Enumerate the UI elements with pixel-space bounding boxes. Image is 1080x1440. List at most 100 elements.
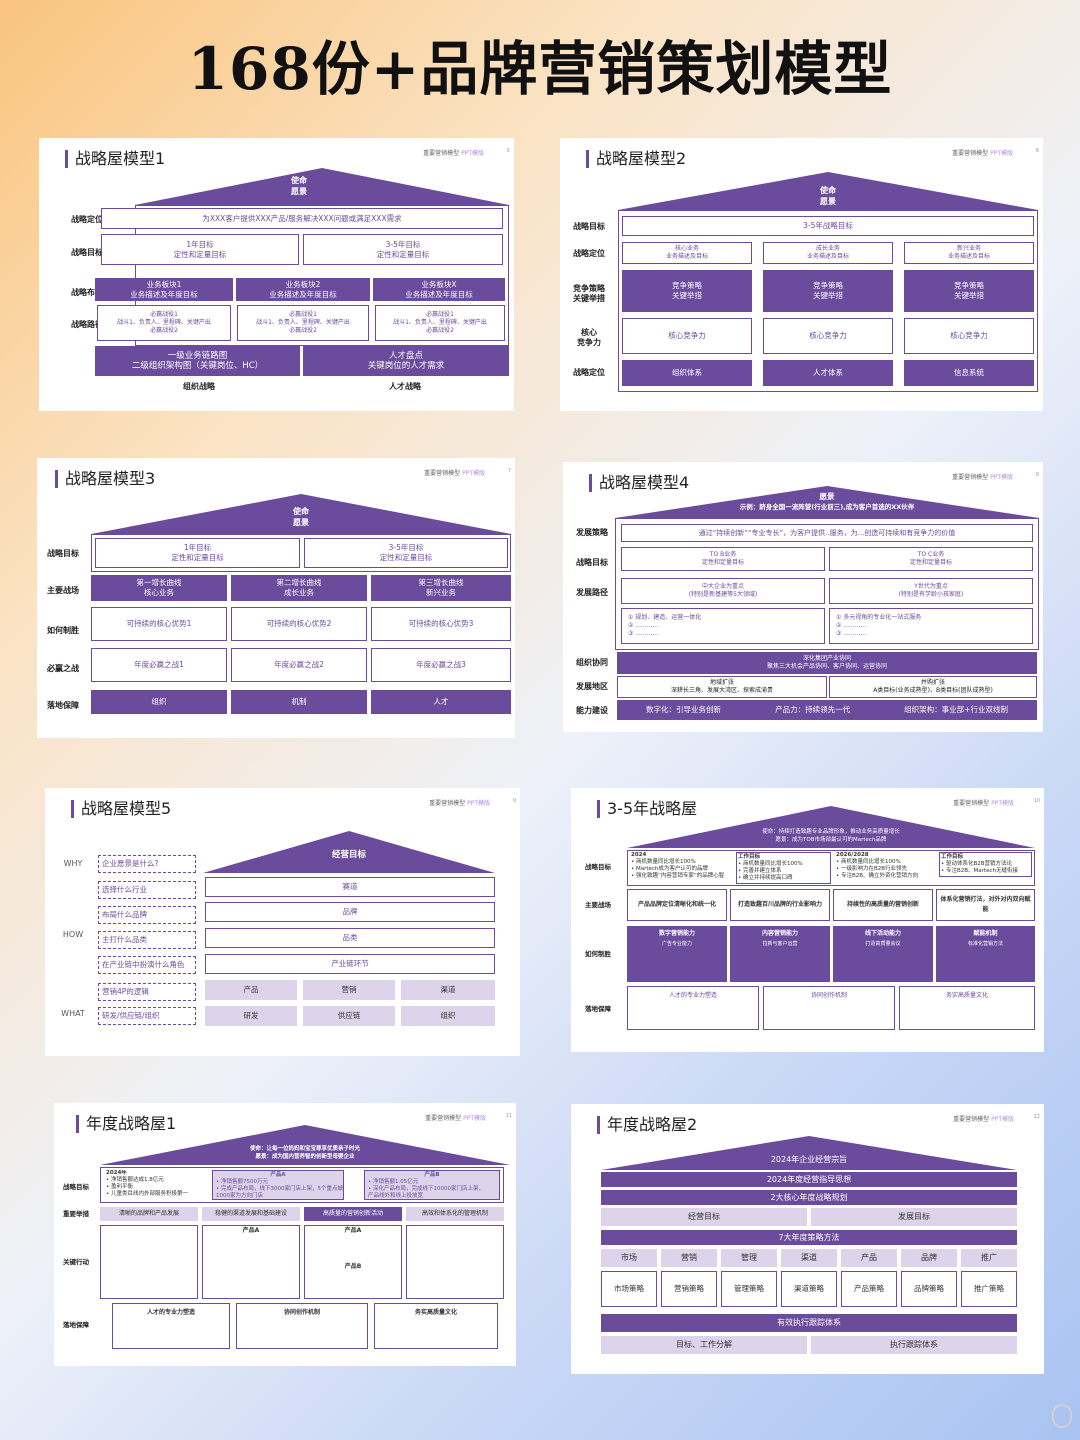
roof-text: 2024年企业经营宗旨: [770, 1155, 848, 1164]
row-label: 发展地区: [576, 682, 608, 691]
row-label: 重要举措: [63, 1210, 89, 1218]
p4-box: 营销: [303, 980, 395, 1000]
goal-text: 2024年 • 净销售额达成1.8亿元 • 盈利平衡 • 儿童类目线内外部服务积极第一: [106, 1170, 188, 1197]
advantage-box: 可持续的核心优势3: [371, 607, 511, 641]
strategy-box: 竞争策略 关键举措: [763, 270, 893, 312]
p4-box: 产品: [205, 980, 297, 1000]
support-box: 协同创作机制: [763, 986, 895, 1030]
field-box: 打造致趣百川品牌的行业影响力: [730, 889, 830, 921]
supply-box: 供应链: [303, 1006, 395, 1026]
side-label: WHAT: [61, 1009, 85, 1018]
card-annual-house-1: 年度战略屋1 重要营销模型 PPT模版 11 使命：让每一位妈妈和宝宝尊享优质亲…: [54, 1103, 516, 1366]
row-label: 战略目标: [573, 222, 605, 231]
card-3-5-year-house: 3-5年战略屋 重要营销模型 PPT模版 10 使命：持续打造致趣专业品牌形象，…: [571, 788, 1044, 1052]
question-box: 主打什么品类: [98, 931, 196, 949]
card-strategy-house-3: 战略屋模型3 重要营销模型 PPT模版 7 使命 愿景 战略目标 主要战场 如何制…: [37, 458, 515, 738]
path-box: 必赢战役1 战斗1、负责人、里程碑、关键产出 必赢战役2: [375, 305, 505, 341]
path-items: ① 规划、建造、运营一体化 ② ............ ③ ...........…: [621, 608, 825, 644]
product-a-goal: 产品A • 净销售额7500万元 • 完成产品布局，线下3000家门店上架，5个重点…: [212, 1170, 344, 1200]
row-label: 战略目标: [63, 1183, 89, 1191]
goal-box: 1年目标 定性和定量目标: [95, 538, 300, 568]
row-box: 品类: [205, 928, 495, 948]
region-box: 并购扩张 A类目标(业务成熟型)、B类目标(团队成熟型): [829, 676, 1037, 698]
category-box: 营销: [661, 1249, 717, 1267]
row-label: 落地保障: [63, 1321, 89, 1329]
battle-box: 年度必赢之战1: [91, 648, 227, 682]
foot-label: 组织战略: [183, 382, 215, 391]
support-box: 人才的专业力塑造: [112, 1303, 230, 1349]
house-frame: [91, 534, 511, 572]
row-box: 产业链环节: [205, 954, 495, 974]
goal-box: 3-5年战略目标: [622, 216, 1034, 236]
path-box: Y世代为重点 (特别是有学龄小孩家庭): [829, 578, 1033, 604]
support-box: 组织: [91, 690, 227, 714]
row-label: 落地保障: [47, 701, 79, 710]
core-box: 核心竞争力: [904, 318, 1034, 354]
goal-text: 2024 • 商机数量同比增长100% • Martech成为客户认可的品牌 • 强化…: [631, 852, 725, 879]
card-tag: 重要营销模型 PPT模版: [429, 800, 490, 807]
row-label: 组织协同: [576, 658, 608, 667]
row-label: 落地保障: [585, 1005, 611, 1013]
path-items: ① 多元视角的专业化一站式服务 ② ............ ③ .........…: [829, 608, 1033, 644]
support-box: 信息系统: [904, 360, 1034, 386]
org-box: 一级业务链路图 二级组织架构图（关键岗位、HC）: [95, 346, 300, 376]
category-box: 品牌: [901, 1249, 957, 1267]
business-box: 业务板块X 业务描述及年度目标: [373, 278, 505, 301]
card-tag: 重要营销模型 PPT模版: [952, 150, 1013, 157]
strategy-box: 竞争策略 关键举措: [622, 270, 752, 312]
action-box: 产品A 产品B: [304, 1225, 402, 1299]
method-row: 7大年度策略方法: [601, 1230, 1017, 1245]
field-box: 第三增长曲线 新兴业务: [371, 575, 511, 601]
row-box: 品牌: [205, 902, 495, 922]
core-box: 核心竞争力: [763, 318, 893, 354]
page-number: 11: [505, 1113, 512, 1119]
position-box: 为XXX客户提供XXX产品/服务解决XXX问题或满足XXX需求: [101, 208, 503, 229]
field-box: 第二增长曲线 成长业务: [231, 575, 367, 601]
guide-row: 2024年度经营指导思想: [601, 1172, 1017, 1187]
row-label: 战略目标: [47, 549, 79, 558]
category-box: 渠道: [781, 1249, 837, 1267]
question-box: 布局什么品牌: [98, 906, 196, 924]
house-frame: [615, 518, 1039, 650]
scroll-indicator[interactable]: [1052, 1404, 1072, 1428]
how-box: 内容营销能力 拉新与客户运营: [730, 926, 830, 982]
foot-box: 执行跟踪体系: [811, 1336, 1017, 1354]
goal-box: TO C业务 定性和定量目标: [829, 547, 1033, 571]
question-box: 营销4P的逻辑: [98, 983, 196, 1001]
row-label: 关键行动: [63, 1258, 89, 1266]
goal-panel: [627, 850, 1035, 886]
row-label: 战略定位: [573, 249, 605, 258]
support-box: 务实高质量文化: [374, 1303, 498, 1349]
target-box: 发展目标: [811, 1208, 1017, 1226]
strategy-box: 通过“持续创新”“专业专长”，为客户提供..服务，为...创造可持续和有竞争力的…: [621, 524, 1033, 542]
business-box: 核心业务 业务描述及目标: [622, 242, 752, 264]
foot-box: 目标、工作分解: [601, 1336, 807, 1354]
battle-box: 年度必赢之战3: [371, 648, 511, 682]
card-annual-house-2: 年度战略屋2 重要营销模型 PPT模版 12 2024年企业经营宗旨 2024年…: [571, 1104, 1044, 1374]
roof-text: 使命 愿景: [820, 186, 836, 206]
region-box: 地域扩张 深耕长三角、发展大湾区、探索成渝贵: [617, 676, 827, 698]
card-strategy-house-1: 战略屋模型1 重要营销模型 PPT模版 5 使命 愿景 战略定位 战略目标 战略布…: [39, 138, 514, 411]
row-label: 战略目标: [71, 248, 103, 257]
page-number: 5: [506, 148, 510, 154]
row-label: 竞争策略 关键举措: [573, 284, 605, 303]
side-label: HOW: [62, 930, 84, 939]
key-box: 稳健的渠道发展和基础建设: [202, 1207, 300, 1221]
roof-text: 使命：让每一位妈妈和宝宝尊享优质亲子时光 愿景：成为国内营养智的创新型母婴企业: [249, 1146, 360, 1160]
row-label: 如何制胜: [585, 950, 611, 958]
field-box: 体系化营销打法，对外对内双向赋能: [936, 889, 1035, 921]
house-frame: [618, 210, 1038, 392]
how-box: 线下活动能力 打造高质量会议: [833, 926, 933, 982]
strategy-box: 品牌策略: [901, 1271, 957, 1307]
foot-label: 人才战略: [389, 382, 421, 391]
row-label: 主要战场: [585, 901, 611, 909]
question-box: 选择什么行业: [98, 881, 196, 899]
action-box: [406, 1225, 504, 1299]
how-box: 数字营销能力 广告专业能力: [627, 926, 727, 982]
card-strategy-house-2: 战略屋模型2 重要营销模型 PPT模版 6 使命 愿景 战略目标 战略定位 竞争策…: [560, 138, 1043, 411]
row-label: 战略定位: [71, 215, 103, 224]
support-box: 人才的专业力塑造: [627, 986, 759, 1030]
action-box: 产品A: [202, 1225, 300, 1299]
supply-box: 研发: [205, 1006, 297, 1026]
support-box: 机制: [231, 690, 367, 714]
